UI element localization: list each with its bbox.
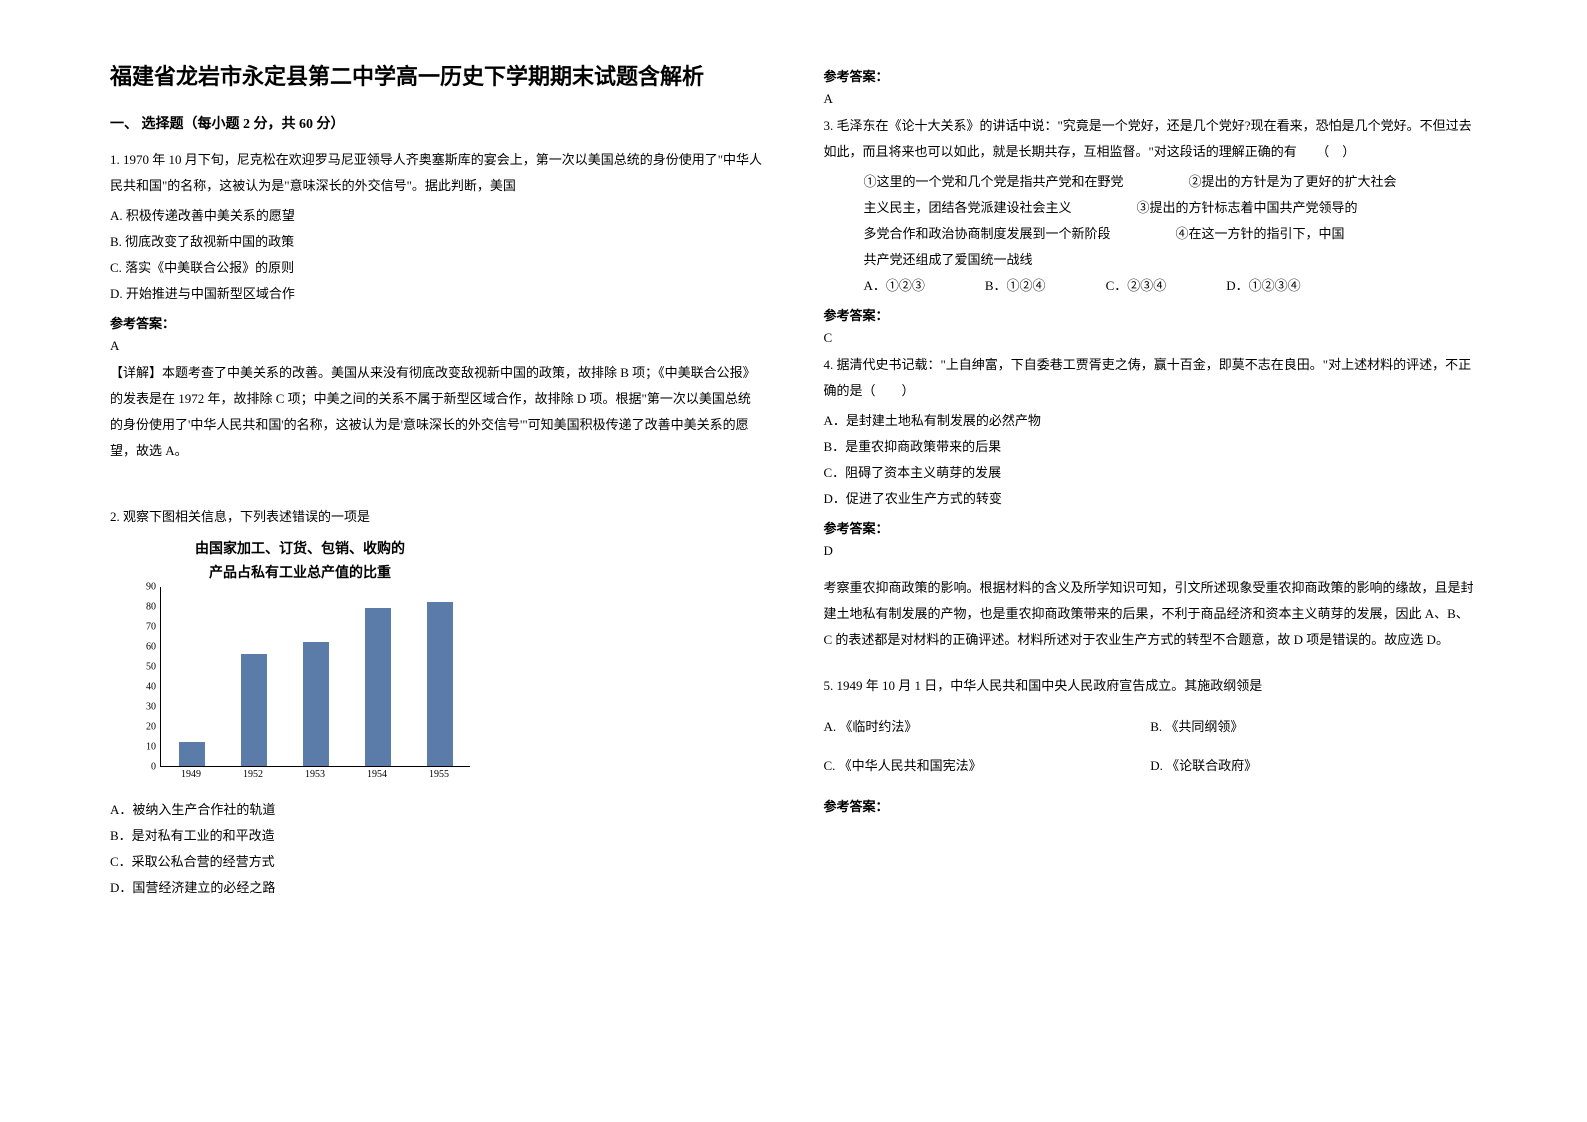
- q1-option-d: D. 开始推进与中国新型区域合作: [110, 281, 764, 307]
- q2-option-b: B．是对私有工业的和平改造: [110, 823, 764, 849]
- chart-title-line1: 由国家加工、订货、包销、收购的: [130, 540, 470, 560]
- q3-choice-b: B．①②④: [985, 273, 1046, 299]
- q4-answer: D: [824, 543, 1478, 559]
- q4-text: 4. 据清代史书记载："上自绅富，下自委巷工贾胥吏之俦，赢十百金，即莫不志在良田…: [824, 352, 1478, 404]
- q3-sub2-part: ②提出的方针是为了更好的扩大社会: [1189, 174, 1397, 189]
- y-tick: 40: [146, 682, 156, 693]
- q3-sub4-cont: 共产党还组成了爱国统一战线: [864, 252, 1033, 267]
- q4-option-b: B．是重农抑商政策带来的后果: [824, 434, 1478, 460]
- q2-answer-label: 参考答案：: [824, 66, 1478, 85]
- x-label: 1949: [181, 769, 201, 780]
- q1-answer-label: 参考答案：: [110, 313, 764, 332]
- q3-sub4-part: ④在这一方针的指引下，中国: [1176, 226, 1345, 241]
- q1-option-a: A. 积极传递改善中美关系的愿望: [110, 203, 764, 229]
- q3-sub1: ①这里的一个党和几个党是指共产党和在野党: [864, 174, 1124, 189]
- x-label: 1954: [367, 769, 387, 780]
- q4-answer-label: 参考答案：: [824, 518, 1478, 537]
- q2-text: 2. 观察下图相关信息，下列表述错误的一项是: [110, 504, 764, 530]
- q1-option-b: B. 彻底改变了敌视新中国的政策: [110, 229, 764, 255]
- y-axis: 0102030405060708090: [130, 587, 160, 767]
- chart-area: 0102030405060708090 19491952195319541955: [130, 587, 490, 787]
- q1-explanation: 【详解】本题考查了中美关系的改善。美国从来没有彻底改变敌视新中国的政策，故排除 …: [110, 360, 764, 464]
- bar: [303, 642, 329, 766]
- y-tick: 30: [146, 702, 156, 713]
- bar: [365, 608, 391, 766]
- bar: [179, 742, 205, 766]
- q2-option-a: A．被纳入生产合作社的轨道: [110, 797, 764, 823]
- q5-option-b: B. 《共同纲领》: [1150, 713, 1477, 742]
- q5-options-row2: C. 《中华人民共和国宪法》 D. 《论联合政府》: [824, 752, 1478, 781]
- q1-answer: A: [110, 338, 764, 354]
- y-tick: 10: [146, 742, 156, 753]
- q3-choice-d: D．①②③④: [1226, 273, 1300, 299]
- y-tick: 80: [146, 602, 156, 613]
- q2-option-c: C．采取公私合营的经营方式: [110, 849, 764, 875]
- q3-choice-a: A．①②③: [864, 273, 925, 299]
- left-column: 福建省龙岩市永定县第二中学高一历史下学期期末试题含解析 一、 选择题（每小题 2…: [80, 60, 794, 1062]
- q3-sub2-cont: 主义民主，团结各党派建设社会主义: [864, 200, 1072, 215]
- y-tick: 0: [151, 762, 156, 773]
- x-label: 1953: [305, 769, 325, 780]
- q2-option-d: D．国营经济建立的必经之路: [110, 875, 764, 901]
- q2-answer: A: [824, 91, 1478, 107]
- document-title: 福建省龙岩市永定县第二中学高一历史下学期期末试题含解析: [110, 60, 764, 93]
- q1-option-c: C. 落实《中美联合公报》的原则: [110, 255, 764, 281]
- right-column: 参考答案： A 3. 毛泽东在《论十大关系》的讲话中说："究竟是一个党好，还是几…: [794, 60, 1508, 1062]
- q1-text: 1. 1970 年 10 月下旬，尼克松在欢迎罗马尼亚领导人齐奥塞斯库的宴会上，…: [110, 147, 764, 199]
- y-tick: 70: [146, 622, 156, 633]
- q5-text: 5. 1949 年 10 月 1 日，中华人民共和国中央人民政府宣告成立。其施政…: [824, 673, 1478, 699]
- plot-area: [160, 587, 470, 767]
- section-header: 一、 选择题（每小题 2 分，共 60 分）: [110, 113, 764, 133]
- q5-answer-label: 参考答案：: [824, 796, 1478, 815]
- q3-sub3-part: ③提出的方针标志着中国共产党领导的: [1137, 200, 1358, 215]
- q3-answer: C: [824, 330, 1478, 346]
- y-tick: 50: [146, 662, 156, 673]
- y-tick: 60: [146, 642, 156, 653]
- q4-option-d: D．促进了农业生产方式的转变: [824, 486, 1478, 512]
- q3-choice-c: C．②③④: [1106, 273, 1167, 299]
- bar: [241, 654, 267, 766]
- q4-explanation: 考察重农抑商政策的影响。根据材料的含义及所学知识可知，引文所述现象受重农抑商政策…: [824, 575, 1478, 653]
- q5-options-row1: A. 《临时约法》 B. 《共同纲领》: [824, 713, 1478, 742]
- q5-option-c: C. 《中华人民共和国宪法》: [824, 752, 1151, 781]
- chart-title-line2: 产品占私有工业总产值的比重: [130, 564, 470, 584]
- q2-chart: 由国家加工、订货、包销、收购的 产品占私有工业总产值的比重 0 10 20 30 40 5…: [130, 540, 764, 787]
- bar: [427, 602, 453, 766]
- q3-choices: A．①②③ B．①②④ C．②③④ D．①②③④: [824, 273, 1478, 299]
- x-label: 1955: [429, 769, 449, 780]
- y-tick: 90: [146, 582, 156, 593]
- q3-answer-label: 参考答案：: [824, 305, 1478, 324]
- y-tick: 20: [146, 722, 156, 733]
- x-label: 1952: [243, 769, 263, 780]
- q4-option-c: C．阻碍了资本主义萌芽的发展: [824, 460, 1478, 486]
- q5-option-d: D. 《论联合政府》: [1150, 752, 1477, 781]
- q3-text: 3. 毛泽东在《论十大关系》的讲话中说："究竟是一个党好，还是几个党好?现在看来…: [824, 113, 1478, 165]
- q3-sub3-cont: 多党合作和政治协商制度发展到一个新阶段: [864, 226, 1111, 241]
- q5-option-a: A. 《临时约法》: [824, 713, 1151, 742]
- q4-option-a: A．是封建土地私有制发展的必然产物: [824, 408, 1478, 434]
- q3-sub-options: ①这里的一个党和几个党是指共产党和在野党 ②提出的方针是为了更好的扩大社会 主义…: [824, 169, 1478, 273]
